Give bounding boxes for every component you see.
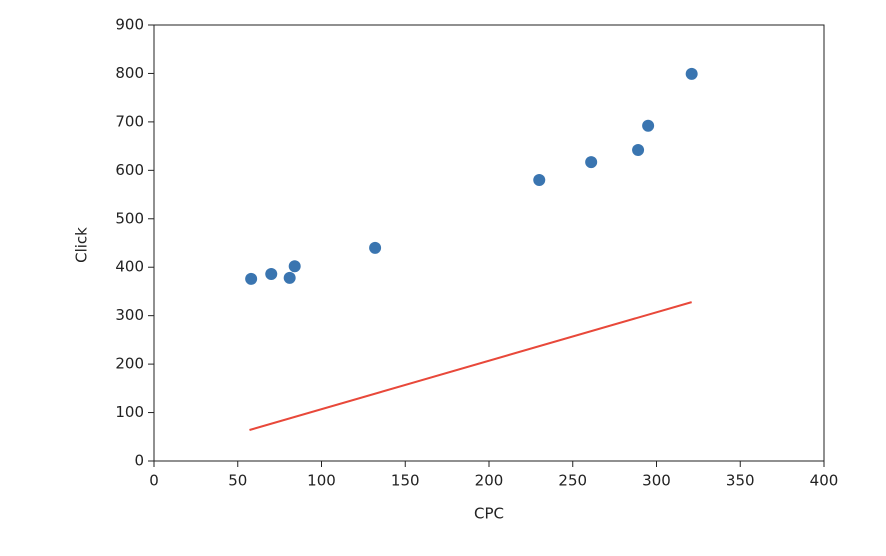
scatter-point <box>642 119 655 132</box>
line <box>249 301 692 431</box>
y-tick-label: 300 <box>115 306 144 324</box>
x-tick-label: 200 <box>475 472 504 490</box>
x-tick-label: 150 <box>391 472 420 490</box>
x-tick-label: 100 <box>307 472 336 490</box>
plot-frame <box>153 24 825 462</box>
y-axis-label: Click <box>73 227 91 263</box>
y-tick-label: 800 <box>115 64 144 82</box>
y-tick-label: 0 <box>134 452 144 470</box>
y-tick-label: 200 <box>115 355 144 373</box>
scatter-point <box>369 241 382 254</box>
y-tick-label: 100 <box>115 403 144 421</box>
scatter-point <box>265 268 278 281</box>
x-tick-label: 250 <box>558 472 587 490</box>
x-tick-label: 350 <box>726 472 755 490</box>
scatter-point <box>533 174 546 187</box>
scatter-point <box>585 156 598 169</box>
scatter-point <box>685 67 698 80</box>
y-tick-label: 700 <box>115 112 144 130</box>
scatter-point <box>288 260 301 273</box>
y-tick-label: 600 <box>115 161 144 179</box>
y-tick-label: 500 <box>115 209 144 227</box>
scatter-point <box>283 271 296 284</box>
y-tick-label: 400 <box>115 258 144 276</box>
x-tick-label: 50 <box>228 472 247 490</box>
scatter-point <box>632 143 645 156</box>
y-tick-label: 900 <box>115 16 144 34</box>
x-tick-label: 400 <box>810 472 839 490</box>
scatter-point <box>245 272 258 285</box>
x-tick-label: 300 <box>642 472 671 490</box>
x-axis-label: CPC <box>474 505 504 523</box>
x-tick-label: 0 <box>149 472 159 490</box>
